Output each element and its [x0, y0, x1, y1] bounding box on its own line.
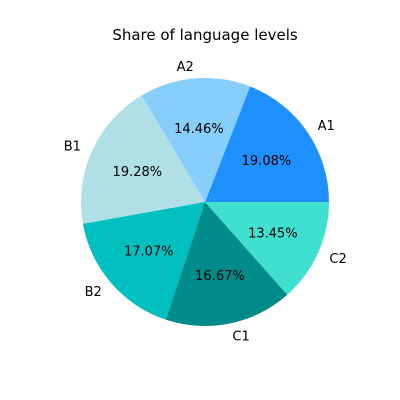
- slice-label-a1: A1: [318, 119, 335, 134]
- pie-labels: A1 19.08% A2 14.46% B1 19.28% B2 17.07% C1 16.67%…: [64, 60, 347, 345]
- slice-label-c1: C1: [232, 330, 249, 345]
- slice-label-b1: B1: [64, 139, 81, 154]
- pct-label-b2: 17.07%: [124, 245, 174, 260]
- pct-label-c2: 13.45%: [248, 227, 298, 242]
- chart-title: Share of language levels: [112, 26, 298, 44]
- pie-slices: [80, 78, 329, 327]
- slice-label-a2: A2: [177, 60, 194, 75]
- pie-slice-b1: [80, 95, 205, 224]
- pct-label-b1: 19.28%: [113, 165, 163, 180]
- pct-label-a2: 14.46%: [174, 122, 224, 137]
- pie-slice-a2: [141, 78, 251, 202]
- slice-label-c2: C2: [329, 252, 346, 267]
- pct-label-a1: 19.08%: [242, 154, 292, 169]
- pie-slice-b2: [82, 202, 205, 320]
- slice-label-b2: B2: [85, 285, 102, 300]
- pie-slice-a1: [205, 86, 329, 202]
- pct-label-c1: 16.67%: [195, 269, 245, 284]
- pie-slice-c2: [205, 202, 329, 295]
- pie-slice-c1: [165, 202, 288, 327]
